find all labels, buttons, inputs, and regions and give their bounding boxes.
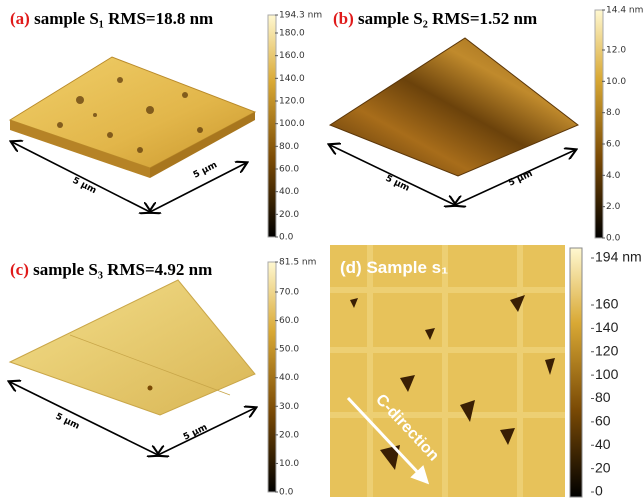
colorbar-label: 100.0 (279, 119, 305, 129)
panel-title: (c) sample S₃ RMS=4.92 nm (10, 260, 212, 279)
colorbar-label: 6.0 (606, 140, 621, 150)
figure: (a) sample S₁ RMS=18.8 nm (b) sample S₂ … (0, 0, 644, 502)
colorbar-label: 100 (595, 366, 619, 382)
colorbar-label: 12.0 (606, 46, 626, 56)
dimension-label: 5 µm (192, 160, 219, 180)
colorbar-label: 80 (595, 389, 611, 405)
colorbar-label: 194.3 nm (279, 11, 322, 21)
colorbar-label: 4.0 (606, 171, 621, 181)
colorbar-label: 160 (595, 296, 619, 312)
colorbar-label: 40 (595, 436, 611, 452)
afm-image-d (330, 245, 582, 497)
colorbar-label: 10.0 (606, 77, 626, 87)
colorbar-label: 0.0 (606, 234, 621, 244)
colorbar-label: 60.0 (279, 316, 299, 326)
colorbar-label: 40.0 (279, 373, 299, 383)
surface-a (10, 57, 255, 212)
colorbar-label: 14.4 nm (606, 6, 643, 16)
panel-title: (a) sample S₁ RMS=18.8 nm (10, 9, 213, 28)
colorbar-label: 20.0 (279, 210, 299, 220)
colorbar-label: 140 (595, 319, 619, 335)
colorbar-label: 160.0 (279, 51, 305, 61)
colorbar-label: 80.0 (279, 142, 299, 152)
dimension-label: 5 µm (507, 169, 534, 189)
colorbar-label: 194 nm (595, 249, 642, 265)
colorbar-b (595, 10, 603, 238)
colorbar-label: 8.0 (606, 108, 621, 118)
colorbar-label: 20.0 (279, 430, 299, 440)
panel-title: (d) Sample s₁ (340, 258, 448, 277)
dimension-label: 5 µm (182, 423, 209, 443)
colorbar-label: 0.0 (279, 488, 294, 498)
colorbar-label: 60 (595, 413, 611, 429)
colorbar-label: 0.0 (279, 233, 294, 243)
panel-title: (b) sample S₂ RMS=1.52 nm (333, 9, 537, 28)
colorbar-label: 70.0 (279, 288, 299, 298)
surface-c (10, 280, 255, 455)
colorbar-c (268, 262, 276, 492)
colorbar-label: 140.0 (279, 74, 305, 84)
colorbar-label: 180.0 (279, 29, 305, 39)
colorbar-label: 10.0 (279, 459, 299, 469)
colorbar-label: 2.0 (606, 202, 621, 212)
colorbar-label: 50.0 (279, 345, 299, 355)
colorbar-label: 120.0 (279, 97, 305, 107)
colorbar-label: 20 (595, 459, 611, 475)
colorbar-a (268, 15, 276, 237)
colorbar-label: 81.5 nm (279, 258, 316, 268)
colorbar-label: 30.0 (279, 402, 299, 412)
colorbar-label: 60.0 (279, 165, 299, 175)
colorbar-label: 40.0 (279, 187, 299, 197)
surface-b (330, 38, 578, 205)
colorbar-label: 120 (595, 342, 619, 358)
colorbar-label: 0 (595, 483, 603, 499)
